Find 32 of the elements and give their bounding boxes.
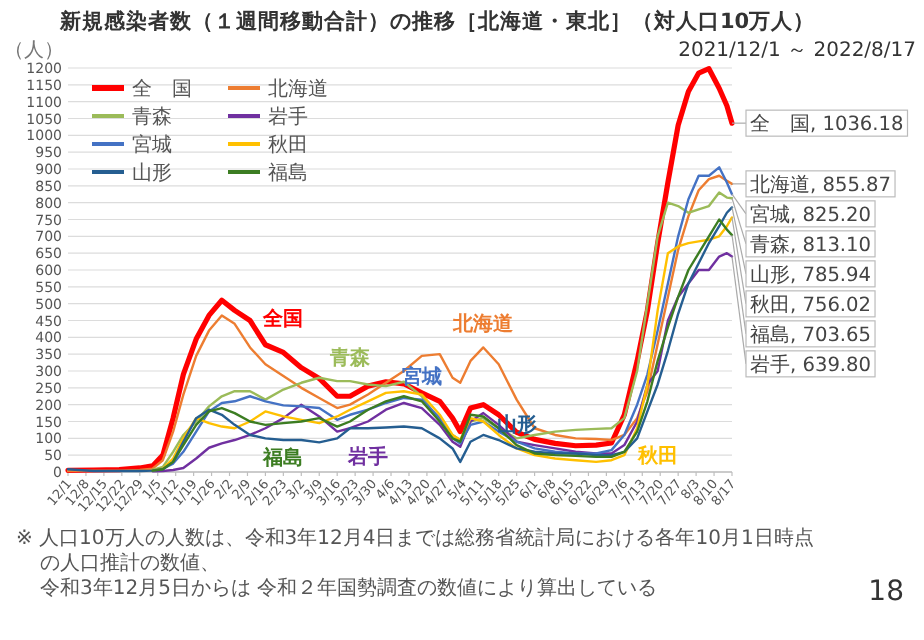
- legend-label: 山形: [132, 161, 172, 185]
- data-label: 福島, 703.65: [750, 322, 872, 347]
- data-label: 全 国, 1036.18: [750, 112, 904, 137]
- annotation: 福島: [261, 446, 304, 471]
- annotation: 秋田: [636, 444, 679, 469]
- legend-label: 岩手: [268, 105, 308, 129]
- text: 18: [868, 576, 904, 608]
- callout: 宮城, 825.20: [731, 193, 876, 228]
- data-label: 岩手, 639.80: [750, 352, 872, 377]
- data-label: 山形, 785.94: [750, 262, 872, 287]
- data-label: 秋田, 756.02: [750, 292, 872, 317]
- legend-label: 青森: [132, 105, 172, 129]
- text: ※ 人口10万人の人数は、令和3年12月4日までは総務省統計局における各年10月1日時点の人口推計の数値、: [16, 526, 814, 575]
- annotation: 青森: [328, 346, 373, 371]
- data-label: 青森, 813.10: [750, 232, 872, 257]
- legend-label: 秋田: [268, 133, 308, 157]
- chart-title: 新規感染者数（１週間移動合計）の推移［北海道・東北］（対人口10万人）: [58, 8, 816, 34]
- text: 2021/12/1 ～ 2022/8/17: [678, 40, 916, 62]
- annotation: 全国: [261, 307, 304, 332]
- annotation: 北海道: [451, 312, 516, 337]
- callout: 北海道, 855.87: [731, 170, 896, 198]
- y-axis-title: （人）: [4, 40, 64, 62]
- data-label: 宮城, 825.20: [750, 202, 872, 227]
- annotation: 岩手: [345, 444, 388, 469]
- legend-label: 宮城: [132, 133, 172, 157]
- annotation: 宮城: [401, 364, 442, 389]
- legend-label: 福島: [268, 161, 308, 185]
- callout: 全 国, 1036.18: [731, 109, 909, 137]
- text: 令和3年12月5日からは 令和２年国勢調査の数値により算出している: [40, 576, 658, 600]
- legend-label: 北海道: [268, 77, 328, 101]
- data-label: 北海道, 855.87: [750, 172, 892, 197]
- legend-label: 全 国: [132, 77, 192, 101]
